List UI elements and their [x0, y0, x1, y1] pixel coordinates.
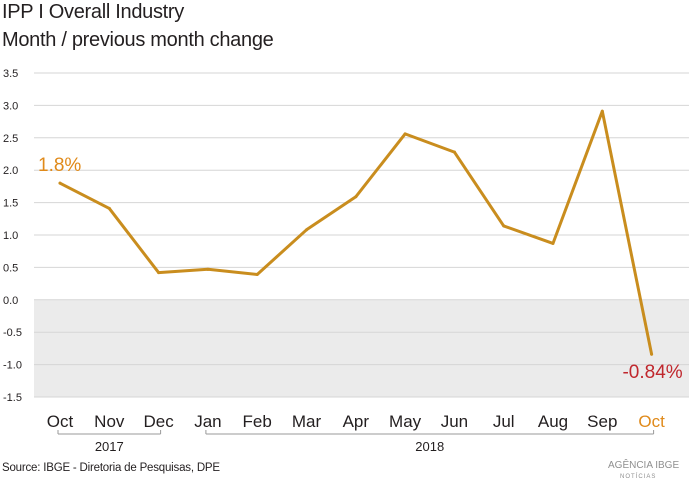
- x-tick-label: Sep: [587, 412, 617, 431]
- data-point: [157, 271, 161, 275]
- data-point: [551, 241, 555, 245]
- data-point: [206, 267, 210, 271]
- x-tick-label: Apr: [343, 412, 370, 431]
- x-tick-label: Dec: [143, 412, 174, 431]
- data-point: [255, 273, 259, 277]
- negative-region-band: [34, 299, 689, 397]
- chart-subtitle: Month / previous month change: [2, 29, 274, 51]
- y-tick-label: 3.0: [3, 100, 18, 112]
- y-tick-label: 0.0: [3, 295, 18, 307]
- logo-subtext: NOTÍCIAS: [620, 474, 657, 480]
- data-point: [600, 109, 604, 113]
- logo-text: AGÊNCIA IBGE: [608, 460, 680, 471]
- y-tick-label: 2.5: [3, 133, 18, 145]
- x-tick-label: Jun: [441, 412, 468, 431]
- y-tick-label: 0.5: [3, 262, 18, 274]
- y-tick-label: 1.5: [3, 198, 18, 210]
- source-note: Source: IBGE - Diretoria de Pesquisas, D…: [2, 462, 220, 474]
- data-point: [502, 224, 506, 228]
- y-tick-label: 3.5: [3, 68, 18, 80]
- data-label: -0.84%: [622, 362, 682, 383]
- year-label: 2017: [95, 439, 124, 454]
- x-tick-label: May: [389, 412, 422, 431]
- y-tick-label: -1.0: [3, 360, 22, 372]
- y-tick-label: 2.0: [3, 165, 18, 177]
- chart-title: IPP I Overall Industry: [2, 1, 184, 23]
- x-tick-label: Oct: [638, 412, 665, 431]
- x-tick-label: Feb: [243, 412, 272, 431]
- y-tick-label: -1.5: [3, 392, 22, 404]
- data-point: [305, 228, 308, 232]
- x-tick-label: Aug: [538, 412, 568, 431]
- y-tick-label: -0.5: [3, 327, 22, 339]
- x-tick-label: Jul: [493, 412, 515, 431]
- data-point: [58, 181, 62, 185]
- data-point: [107, 206, 111, 210]
- data-point: [354, 195, 358, 199]
- data-point: [452, 150, 456, 154]
- year-label: 2018: [415, 439, 444, 454]
- data-label: 1.8%: [38, 155, 81, 176]
- y-tick-label: 1.0: [3, 230, 18, 242]
- x-tick-label: Mar: [292, 412, 322, 431]
- data-point: [403, 132, 407, 136]
- agencia-ibge-logo: AGÊNCIA IBGE NOTÍCIAS: [608, 461, 679, 482]
- x-tick-label: Nov: [94, 412, 125, 431]
- x-tick-label: Jan: [194, 412, 221, 431]
- x-tick-label: Oct: [47, 412, 74, 431]
- data-point: [650, 352, 654, 356]
